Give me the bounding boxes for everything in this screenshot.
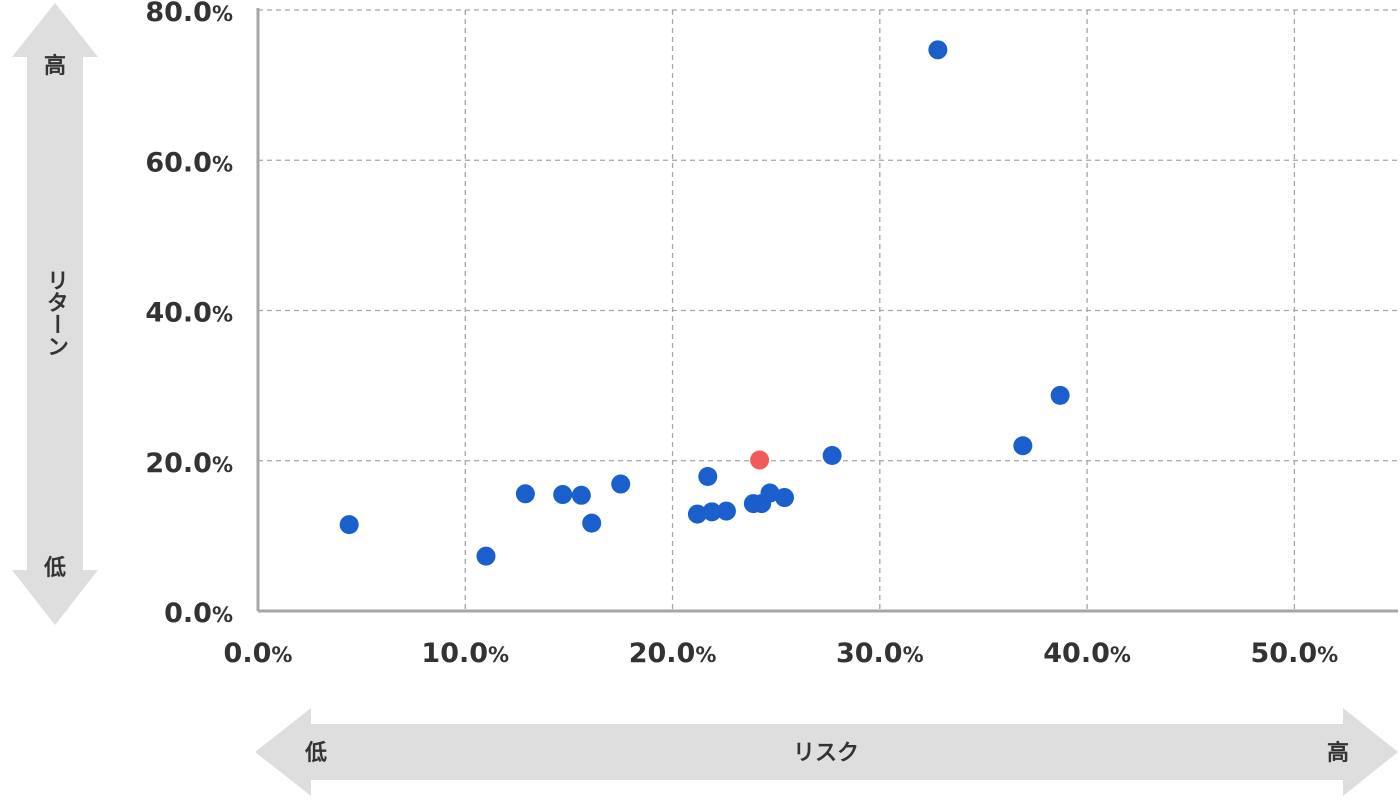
y-axis-high-label: 高 <box>44 53 66 79</box>
x-axis-arrow-shape <box>255 708 1398 796</box>
axis-layer <box>256 8 1398 613</box>
y-tick-label: 60.0% <box>145 147 233 178</box>
x-tick-label: 10.0% <box>421 638 509 669</box>
grid-layer <box>258 9 1398 611</box>
data-point <box>702 502 722 522</box>
data-point <box>698 467 718 487</box>
x-tick-label: 20.0% <box>629 638 717 669</box>
data-point <box>476 546 496 566</box>
data-point-layer <box>339 40 1070 566</box>
x-tick-label: 40.0% <box>1043 638 1131 669</box>
data-point <box>553 485 573 505</box>
data-point <box>1013 436 1033 456</box>
y-tick-label: 20.0% <box>145 448 233 479</box>
data-point <box>774 488 794 508</box>
data-point <box>822 445 842 465</box>
data-point <box>339 515 359 535</box>
highlighted-data-point <box>750 450 770 470</box>
data-point <box>1050 385 1070 405</box>
y-tick-label: 0.0% <box>164 598 233 629</box>
y-tick-label: 40.0% <box>145 298 233 329</box>
x-tick-label: 0.0% <box>224 638 293 669</box>
x-axis-low-label: 低 <box>304 741 327 766</box>
y-axis-title: リターン <box>43 269 68 357</box>
x-tick-label: 30.0% <box>836 638 924 669</box>
y-axis-arrow-shape <box>12 3 98 625</box>
x-tick-label: 50.0% <box>1251 638 1339 669</box>
data-point <box>716 501 736 521</box>
y-axis-arrow: 高 低 リターン <box>12 3 98 625</box>
tick-label-layer: 0.0% 20.0% 40.0% 60.0% 80.0% 0.0% 10.0% 20.0% 30… <box>145 0 1338 669</box>
y-tick-label: 80.0% <box>145 0 233 28</box>
data-point <box>582 513 602 533</box>
x-axis-title: リスク <box>793 741 859 766</box>
data-point <box>515 484 535 504</box>
x-axis-arrow: 低 高 リスク <box>255 708 1398 796</box>
data-point <box>687 504 707 524</box>
y-axis-low-label: 低 <box>43 556 66 581</box>
x-axis-high-label: 高 <box>1327 740 1349 766</box>
data-point <box>760 483 780 503</box>
data-point <box>928 40 948 60</box>
data-point <box>571 485 591 505</box>
data-point <box>611 474 631 494</box>
